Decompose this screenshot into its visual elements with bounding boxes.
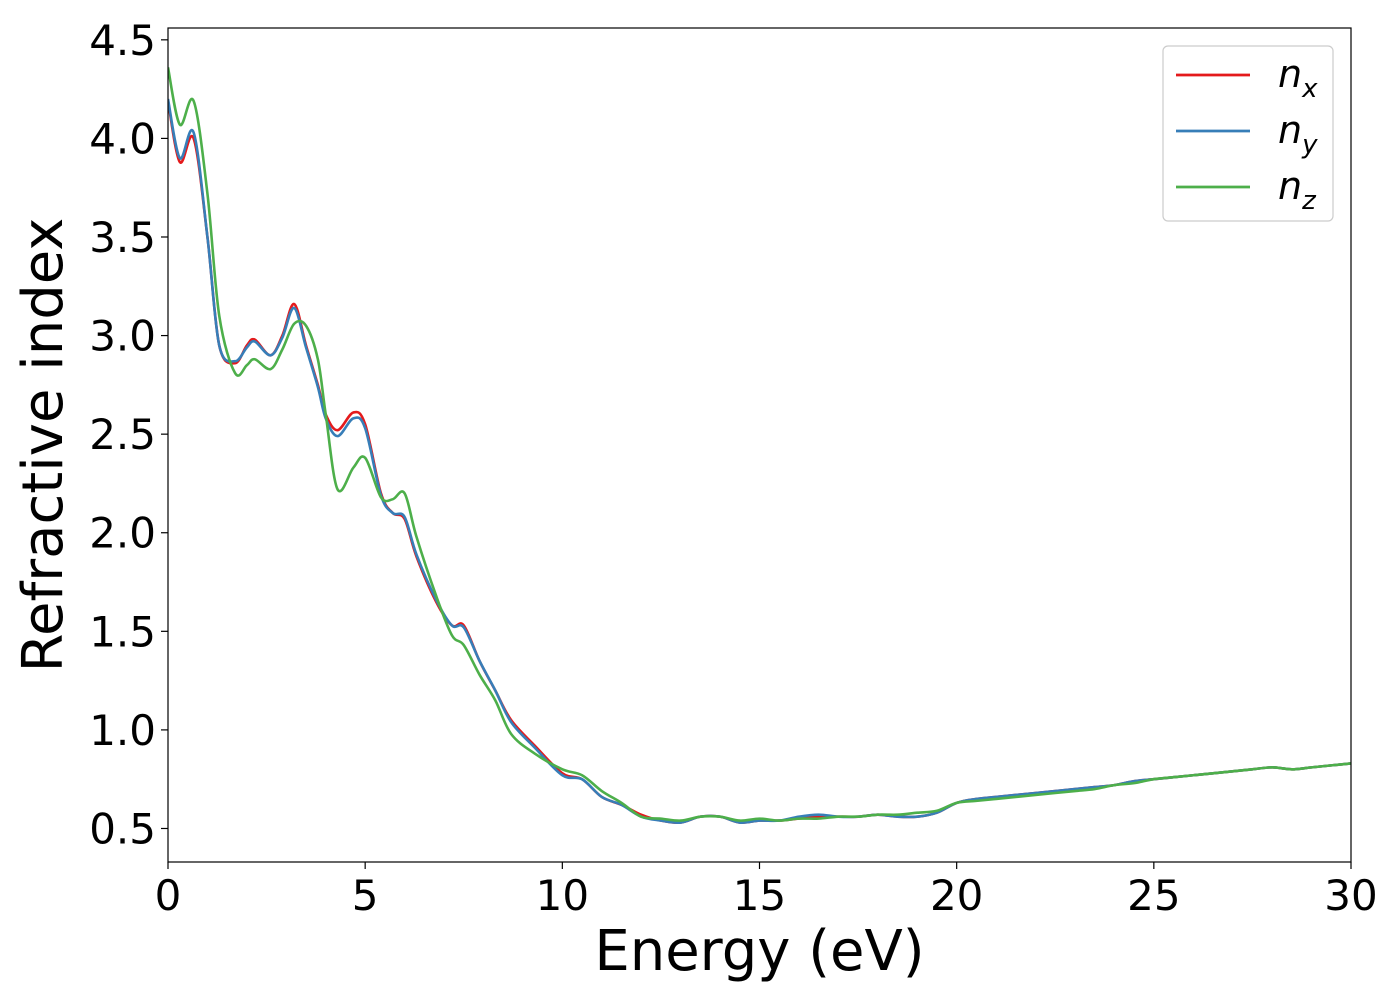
x-tick-label: 20 — [930, 871, 983, 920]
y-axis-label: Refractive index — [11, 218, 76, 673]
y-tick-label: 1.5 — [89, 607, 156, 656]
series-layer — [168, 67, 1351, 825]
y-tick-label: 2.5 — [89, 410, 156, 459]
x-tick-label: 5 — [352, 871, 379, 920]
legend-label-base: n — [1278, 108, 1302, 152]
x-tick-label: 25 — [1127, 871, 1180, 920]
legend-label-subscript: y — [1301, 130, 1318, 160]
legend-label-x: nx — [1278, 52, 1318, 104]
x-tick-label: 0 — [155, 871, 182, 920]
x-tick-label: 10 — [536, 871, 589, 920]
y-tick-label: 1.0 — [89, 706, 156, 755]
legend-label-z: nz — [1278, 164, 1317, 216]
legend-label-y: ny — [1278, 108, 1318, 160]
x-tick-label: 30 — [1324, 871, 1377, 920]
series-line-z — [168, 67, 1351, 822]
y-tick-label: 4.5 — [89, 16, 156, 65]
x-axis-label: Energy (eV) — [594, 919, 924, 984]
legend-frame — [1162, 45, 1334, 222]
plot-area — [168, 28, 1351, 862]
legend-label-base: n — [1278, 52, 1302, 96]
y-tick-label: 3.0 — [89, 312, 156, 361]
y-axis: 0.5 1.0 1.5 2.0 2.5 3.0 3.5 4.0 4.5 — [89, 16, 168, 853]
x-axis: 0 5 10 15 20 25 30 — [155, 862, 1378, 920]
x-tick-label: 15 — [733, 871, 786, 920]
y-tick-label: 4.0 — [89, 114, 156, 163]
y-tick-label: 0.5 — [89, 804, 156, 853]
legend-label-subscript: x — [1301, 74, 1318, 104]
y-tick-label: 3.5 — [89, 213, 156, 262]
legend-label-base: n — [1278, 164, 1302, 208]
y-tick-label: 2.0 — [89, 509, 156, 558]
legend-label-subscript: z — [1301, 186, 1317, 216]
